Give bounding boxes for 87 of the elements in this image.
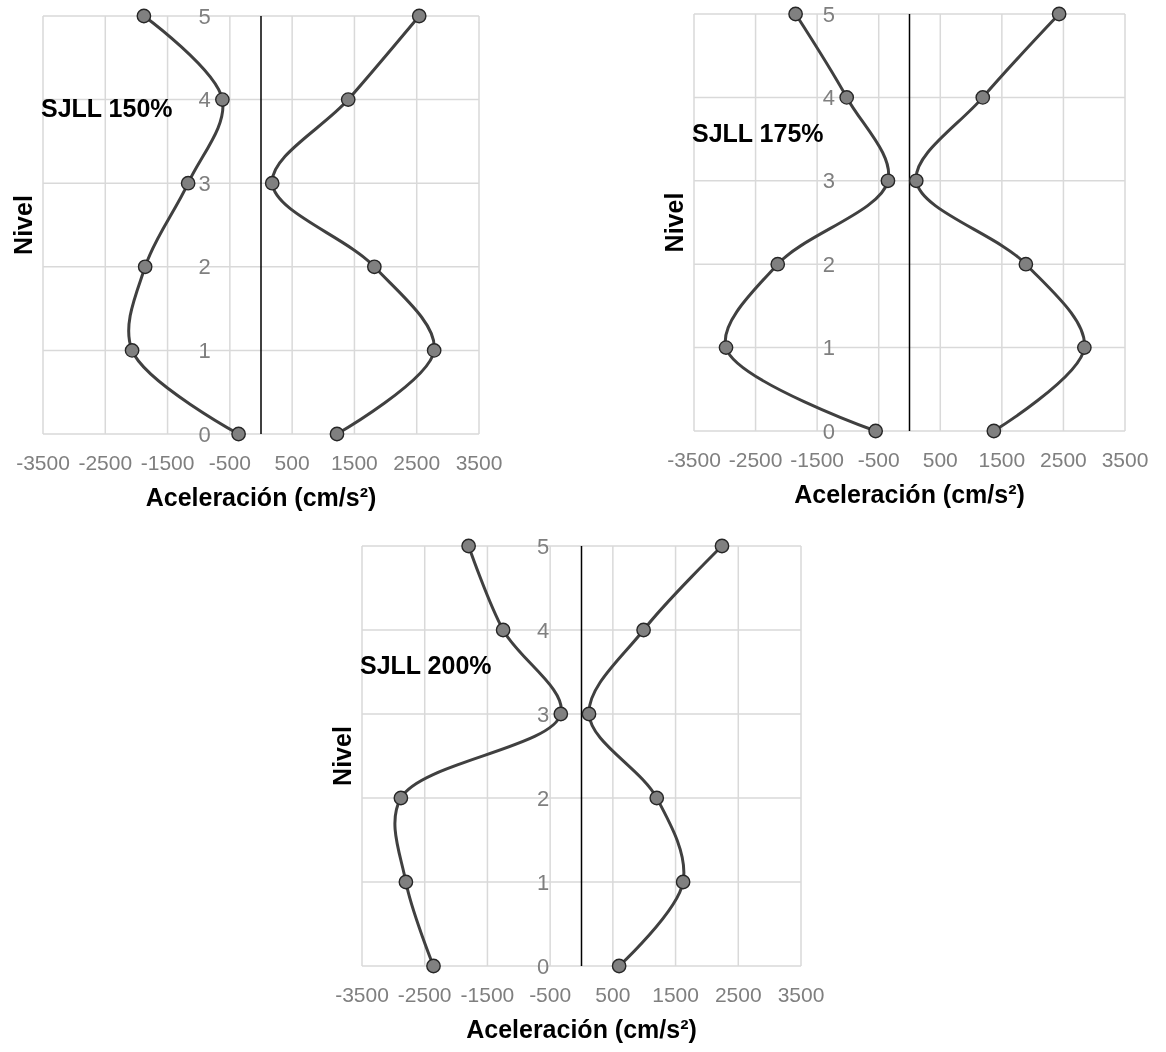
y-axis-title: Nivel <box>328 726 356 786</box>
point <box>908 173 924 189</box>
x-tick-label: 3500 <box>455 450 503 474</box>
point <box>718 340 734 355</box>
point <box>581 706 597 722</box>
x-tick-label: -1500 <box>790 447 844 471</box>
point <box>340 92 356 107</box>
y-tick-label: 5 <box>198 3 211 29</box>
point <box>264 175 280 191</box>
y-tick-label: 1 <box>536 869 550 895</box>
y-tick-label: 0 <box>822 418 836 444</box>
point <box>649 790 665 806</box>
x-axis-title: Aceleración (cm/s²) <box>794 480 1025 508</box>
x-tick-label: -1500 <box>140 450 195 474</box>
point <box>231 426 246 442</box>
x-tick-label: 3500 <box>777 982 825 1006</box>
x-tick-label: 500 <box>595 982 631 1006</box>
point <box>329 426 345 442</box>
point <box>398 874 414 890</box>
y-tick-label: 4 <box>198 87 211 113</box>
point <box>393 790 409 806</box>
point <box>137 259 153 275</box>
x-tick-label: -1500 <box>460 982 515 1006</box>
point <box>788 6 803 22</box>
text: SJLL 200% <box>360 651 492 680</box>
x-tick-label: -3500 <box>667 447 721 471</box>
x-tick-label: -2500 <box>728 447 783 471</box>
x-tick-label: 1500 <box>978 447 1026 471</box>
point <box>124 343 140 358</box>
x-tick-label: -500 <box>857 447 900 471</box>
point <box>1018 256 1034 272</box>
point <box>880 173 896 189</box>
point <box>180 175 196 191</box>
point <box>714 538 730 554</box>
x-tick-label: 2500 <box>393 450 441 474</box>
point <box>495 622 511 638</box>
y-tick-label: 0 <box>536 953 550 979</box>
y-tick-label: 5 <box>536 533 550 559</box>
point <box>986 423 1002 439</box>
point <box>136 8 152 24</box>
x-tick-label: -3500 <box>335 982 389 1006</box>
x-tick-label: 2500 <box>1040 447 1087 471</box>
x-tick-label: 1500 <box>331 450 378 474</box>
point <box>975 90 991 105</box>
point <box>636 622 651 638</box>
y-tick-label: 1 <box>822 335 836 361</box>
y-tick-label: 2 <box>198 254 211 280</box>
y-axis-title: Nivel <box>9 195 37 255</box>
x-tick-label: 3500 <box>1101 447 1149 471</box>
y-tick-label: 1 <box>198 337 211 363</box>
y-tick-label: 3 <box>536 701 550 727</box>
point <box>1076 340 1092 355</box>
y-tick-label: 3 <box>198 170 211 196</box>
point <box>1051 6 1067 22</box>
point <box>675 874 691 890</box>
y-tick-label: 4 <box>536 617 550 643</box>
y-tick-label: 3 <box>822 168 836 194</box>
y-tick-label: 5 <box>822 1 836 27</box>
text: SJLL 150% <box>41 93 173 122</box>
point <box>426 958 441 974</box>
x-tick-label: -500 <box>208 450 251 474</box>
point <box>215 92 230 107</box>
x-tick-label: -2500 <box>397 982 452 1006</box>
text: SJLL 175% <box>692 118 824 147</box>
x-axis-title: Aceleración (cm/s²) <box>466 1015 697 1043</box>
point <box>411 8 427 24</box>
point <box>553 706 569 722</box>
x-tick-label: -3500 <box>16 450 70 474</box>
point <box>611 958 627 974</box>
x-tick-label: 500 <box>922 447 958 471</box>
x-tick-label: 1500 <box>652 982 699 1006</box>
x-tick-label: 500 <box>274 450 310 474</box>
x-tick-label: -500 <box>529 982 572 1006</box>
y-axis-title: Nivel <box>660 192 688 253</box>
point <box>839 90 855 105</box>
x-axis-title: Aceleración (cm/s²) <box>145 483 377 511</box>
point <box>461 538 476 554</box>
point <box>366 259 382 275</box>
x-tick-label: -2500 <box>78 450 133 474</box>
point <box>868 423 884 439</box>
x-tick-label: 2500 <box>714 982 762 1006</box>
y-tick-label: 4 <box>822 84 836 110</box>
point <box>426 343 442 358</box>
y-tick-label: 0 <box>198 421 211 447</box>
point <box>770 256 786 272</box>
y-tick-label: 2 <box>536 785 550 811</box>
y-tick-label: 2 <box>822 251 836 277</box>
